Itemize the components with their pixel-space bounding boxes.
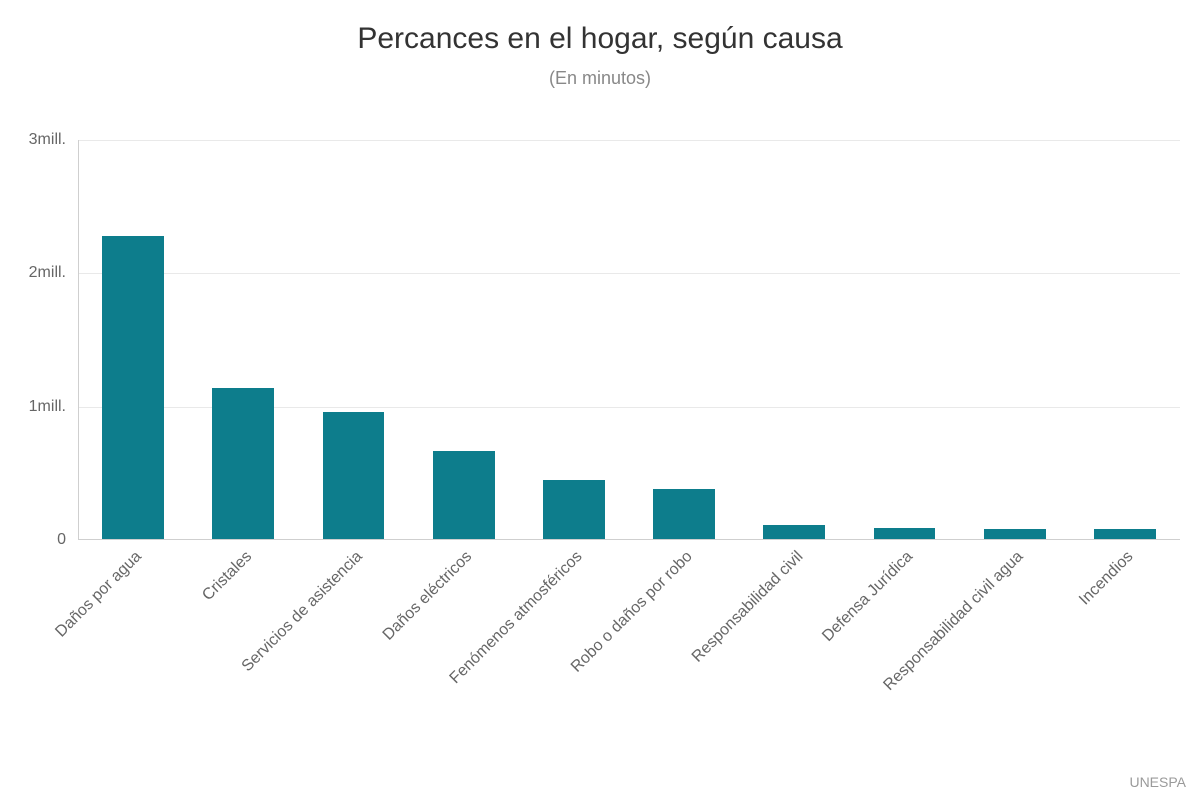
x-axis-label: Incendios bbox=[1077, 548, 1138, 609]
plot-area bbox=[78, 140, 1180, 540]
y-tick-label: 1mill. bbox=[0, 398, 66, 416]
bar-slot bbox=[629, 140, 739, 540]
bar-slot bbox=[409, 140, 519, 540]
chart-container: Percances en el hogar, según causa (En m… bbox=[0, 0, 1200, 800]
y-tick-label: 0 bbox=[0, 531, 66, 549]
bar-slot bbox=[188, 140, 298, 540]
x-labels-row: Daños por aguaCristales Servicios de asis… bbox=[78, 540, 1180, 780]
bar-slot bbox=[298, 140, 408, 540]
x-label-slot: Robo o daños por robo bbox=[629, 540, 739, 780]
x-label-slot: Responsabilidad civil agua bbox=[960, 540, 1070, 780]
bar bbox=[653, 489, 715, 540]
y-tick-label: 2mill. bbox=[0, 264, 66, 282]
x-axis-label: Daños por agua bbox=[53, 548, 146, 641]
x-label-slot: Servicios de asistencia bbox=[298, 540, 408, 780]
bars-row bbox=[78, 140, 1180, 540]
y-axis-line bbox=[78, 140, 79, 540]
chart-subtitle: (En minutos) bbox=[0, 68, 1200, 89]
bar-slot bbox=[960, 140, 1070, 540]
bar-slot bbox=[1070, 140, 1180, 540]
bar-slot bbox=[739, 140, 849, 540]
x-label-slot: Incendios bbox=[1070, 540, 1180, 780]
bar bbox=[433, 451, 495, 540]
bar bbox=[543, 480, 605, 540]
y-tick-label: 3mill. bbox=[0, 131, 66, 149]
x-axis-label: Cristales bbox=[199, 548, 256, 605]
bar-slot bbox=[849, 140, 959, 540]
chart-title: Percances en el hogar, según causa bbox=[0, 22, 1200, 56]
bar-slot bbox=[519, 140, 629, 540]
bar bbox=[323, 412, 385, 540]
bar bbox=[102, 236, 164, 540]
source-attribution: UNESPA bbox=[1129, 774, 1186, 790]
bar bbox=[212, 388, 274, 540]
bar bbox=[763, 525, 825, 540]
x-label-slot: Responsabilidad civil bbox=[739, 540, 849, 780]
bar-slot bbox=[78, 140, 188, 540]
x-label-slot: Daños por agua bbox=[78, 540, 188, 780]
